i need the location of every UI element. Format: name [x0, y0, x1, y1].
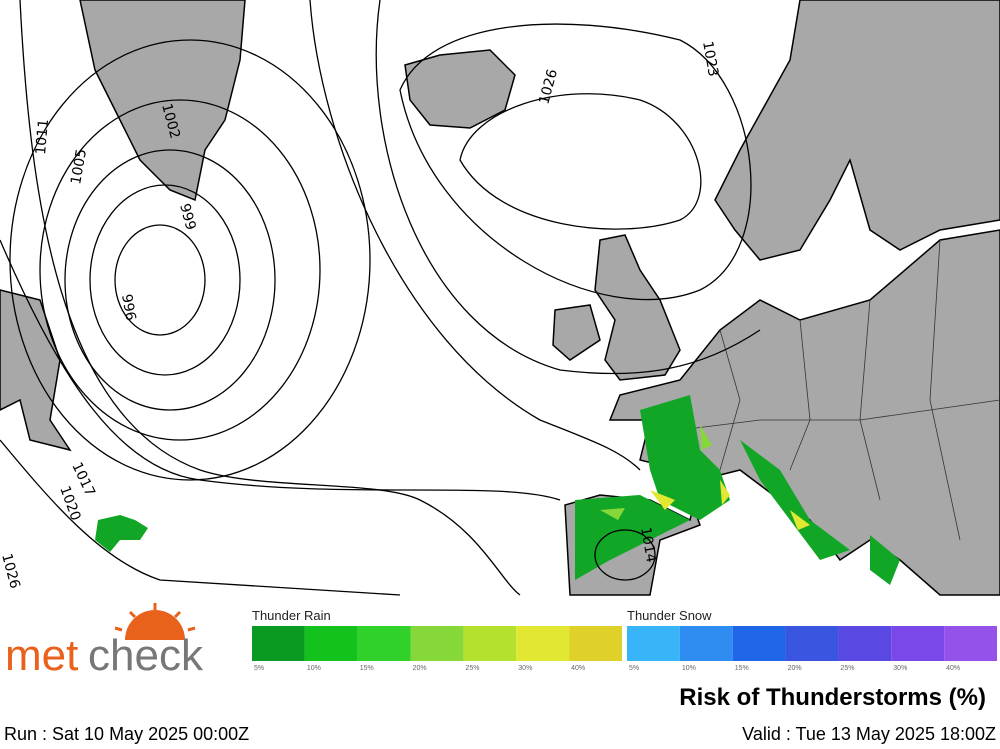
- legend-swatch: [252, 626, 305, 661]
- legend-swatch: [304, 626, 358, 661]
- isobar-label: 1011: [33, 118, 52, 155]
- legend-label: 30%: [518, 665, 532, 672]
- legend-swatch: [891, 626, 945, 661]
- legend-swatch: [410, 626, 464, 661]
- legend-swatch: [463, 626, 517, 661]
- isobar-label: 1005: [68, 148, 90, 186]
- legend-label: 20%: [788, 665, 802, 672]
- legend-label: 40%: [946, 665, 960, 672]
- isobar-label: 1014: [637, 526, 659, 564]
- legend-label: 5%: [254, 665, 264, 672]
- legend-swatch: [944, 626, 997, 661]
- legend: 5% 10% 15% 20% 25% 30% 40% 5% 10% 15% 20% 25% 30% 40%: [252, 626, 997, 672]
- legend-title: Thunder Rain: [252, 608, 331, 623]
- legend-swatch: [357, 626, 411, 661]
- legend-label: 10%: [682, 665, 696, 672]
- legend-label: 10%: [307, 665, 321, 672]
- legend-label: 20%: [413, 665, 427, 672]
- legend-swatch: [516, 626, 570, 661]
- legend-swatch: [679, 626, 733, 661]
- legend-label: 15%: [360, 665, 374, 672]
- isobar-label: 1023: [699, 40, 721, 78]
- legend-label: 25%: [840, 665, 854, 672]
- valid-time: Valid : Tue 13 May 2025 18:00Z: [742, 724, 996, 744]
- logo: met check: [5, 603, 204, 680]
- legend-swatch: [838, 626, 892, 661]
- legend-label: 15%: [735, 665, 749, 672]
- map-title: Risk of Thunderstorms (%): [679, 684, 986, 711]
- legend-label: 5%: [629, 665, 639, 672]
- legend-swatch: [785, 626, 839, 661]
- legend-label: 30%: [893, 665, 907, 672]
- legend-swatch: [732, 626, 786, 661]
- legend-title: Thunder Snow: [627, 608, 712, 623]
- legend-label: 40%: [571, 665, 585, 672]
- isobar-label: 999: [176, 202, 198, 232]
- logo-met: met: [5, 631, 78, 680]
- logo-check: check: [88, 631, 204, 680]
- legend-swatch: [627, 626, 680, 661]
- legend-swatch: [569, 626, 622, 661]
- map-area: [0, 0, 1000, 596]
- isobar-label: 996: [118, 293, 138, 322]
- run-time: Run : Sat 10 May 2025 00:00Z: [4, 724, 249, 744]
- isobar-label: 1026: [0, 552, 23, 591]
- legend-label: 25%: [465, 665, 479, 672]
